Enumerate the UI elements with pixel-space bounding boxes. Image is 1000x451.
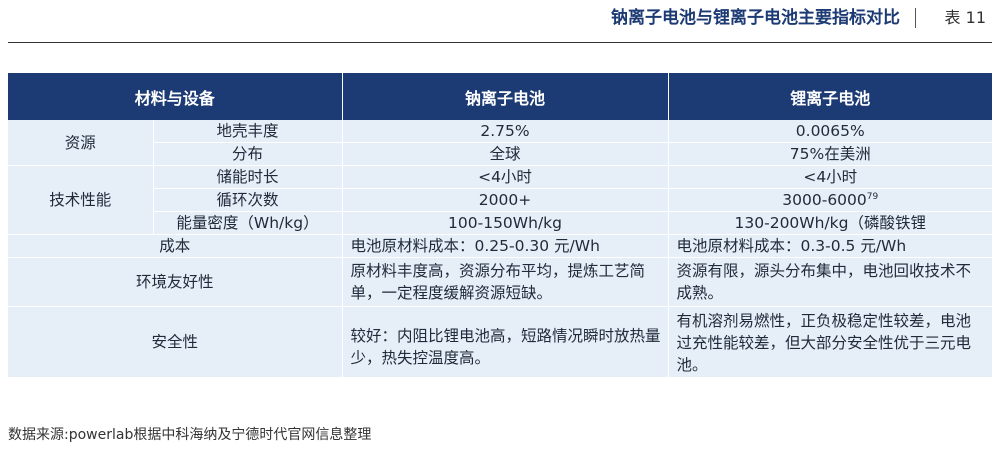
row-label-storage-duration: 储能时长 bbox=[153, 165, 343, 189]
title-divider bbox=[915, 8, 916, 28]
cell-sodium-energy-density: 100-150Wh/kg bbox=[342, 211, 669, 235]
cell-lithium-cycles: 3000-600079 bbox=[668, 188, 993, 212]
table-row: 能量密度（Wh/kg） 100-150Wh/kg 130-200Wh/kg（磷酸… bbox=[8, 211, 993, 235]
cell-lithium-energy-density: 130-200Wh/kg（磷酸铁锂 bbox=[668, 211, 993, 235]
table-row: 成本 电池原材料成本：0.25-0.30 元/Wh 电池原材料成本：0.3-0.… bbox=[8, 234, 993, 258]
column-header-sodium: 钠离子电池 bbox=[342, 73, 669, 120]
table-number: 表 11 bbox=[944, 8, 986, 27]
table-row: 循环次数 2000+ 3000-600079 bbox=[8, 188, 993, 212]
header-rule bbox=[8, 42, 992, 43]
table-row: 环境友好性 原材料丰度高，资源分布平均，提炼工艺简单，一定程度缓解资源短缺。 资… bbox=[8, 257, 993, 307]
cell-lithium-distribution: 75%在美洲 bbox=[668, 142, 993, 166]
table-row: 分布 全球 75%在美洲 bbox=[8, 142, 993, 166]
table-row: 资源 地壳丰度 2.75% 0.0065% bbox=[8, 120, 993, 166]
group-label-resources: 资源 bbox=[8, 120, 154, 166]
cell-lithium-cost: 电池原材料成本：0.3-0.5 元/Wh bbox=[668, 234, 993, 258]
row-label-cycles: 循环次数 bbox=[153, 188, 343, 212]
cell-lithium-crust-abundance: 0.0065% bbox=[668, 120, 993, 143]
table-row: 安全性 较好：内阻比锂电池高，短路情况瞬时放热量少，热失控温度高。 有机溶剂易燃… bbox=[8, 306, 993, 378]
cell-sodium-cost: 电池原材料成本：0.25-0.30 元/Wh bbox=[342, 234, 669, 258]
group-label-tech: 技术性能 bbox=[8, 165, 154, 235]
row-label-distribution: 分布 bbox=[153, 142, 343, 166]
column-header-materials: 材料与设备 bbox=[8, 73, 343, 120]
table-row: 技术性能 储能时长 <4小时 <4小时 bbox=[8, 165, 993, 235]
row-label-environment: 环境友好性 bbox=[8, 257, 343, 307]
comparison-table: 材料与设备 钠离子电池 锂离子电池 资源 地壳丰度 2.75% 0.0065% … bbox=[8, 73, 993, 378]
row-label-safety: 安全性 bbox=[8, 306, 343, 378]
page-title: 钠离子电池与锂离子电池主要指标对比 bbox=[611, 8, 900, 28]
cell-lithium-cycles-value: 3000-6000 bbox=[782, 191, 867, 209]
cell-sodium-cycles: 2000+ bbox=[342, 188, 669, 212]
cell-sodium-crust-abundance: 2.75% bbox=[342, 120, 669, 143]
cell-lithium-storage-duration: <4小时 bbox=[668, 165, 993, 189]
cell-sodium-environment: 原材料丰度高，资源分布平均，提炼工艺简单，一定程度缓解资源短缺。 bbox=[342, 257, 669, 307]
page-header: 钠离子电池与锂离子电池主要指标对比 表 11 bbox=[0, 0, 1000, 44]
footnote-ref: 79 bbox=[866, 191, 879, 202]
cell-sodium-distribution: 全球 bbox=[342, 142, 669, 166]
cell-lithium-safety: 有机溶剂易燃性，正负极稳定性较差，电池过充性能较差，但大部分安全性优于三元电池。 bbox=[668, 306, 993, 378]
cell-sodium-safety: 较好：内阻比锂电池高，短路情况瞬时放热量少，热失控温度高。 bbox=[342, 306, 669, 378]
source-note: 数据来源:powerlab根据中科海纳及宁德时代官网信息整理 bbox=[8, 427, 372, 443]
cell-sodium-storage-duration: <4小时 bbox=[342, 165, 669, 189]
column-header-lithium: 锂离子电池 bbox=[668, 73, 993, 120]
row-label-cost: 成本 bbox=[8, 234, 343, 258]
row-label-energy-density: 能量密度（Wh/kg） bbox=[153, 211, 343, 235]
cell-lithium-environment: 资源有限，源头分布集中，电池回收技术不成熟。 bbox=[668, 257, 993, 307]
row-label-crust-abundance: 地壳丰度 bbox=[153, 120, 343, 143]
table-header-row: 材料与设备 钠离子电池 锂离子电池 bbox=[8, 73, 993, 120]
